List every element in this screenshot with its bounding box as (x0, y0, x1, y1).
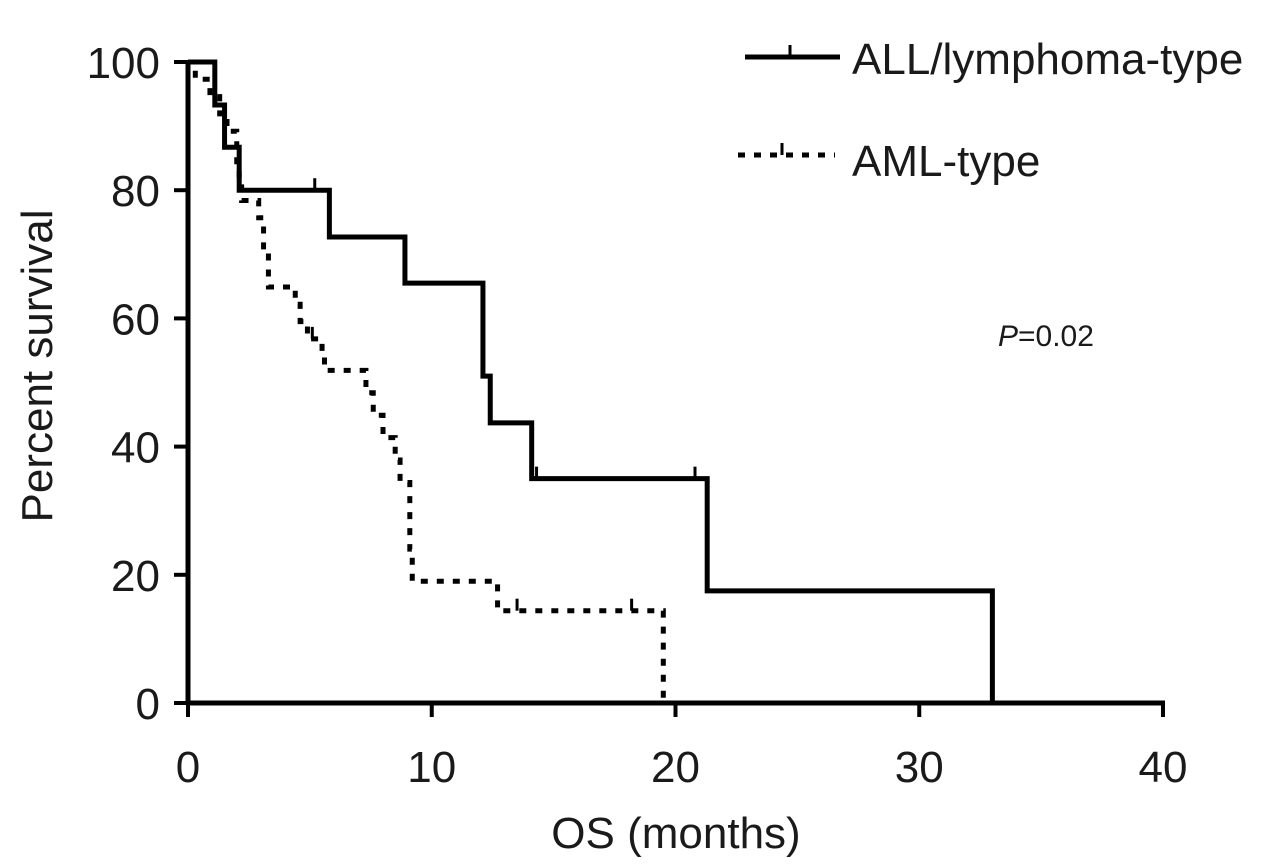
y-tick-label: 100 (87, 39, 160, 88)
series-layer (188, 59, 995, 703)
legend-label-aml: AML-type (852, 137, 1040, 186)
x-tick-label: 10 (407, 743, 456, 792)
series-line-aml (188, 59, 666, 703)
y-tick-label: 80 (111, 167, 160, 216)
legend: ALL/lymphoma-type AML-type (738, 35, 1243, 186)
y-tick-label: 0 (136, 680, 160, 729)
p-value-annotation: P=0.02 (998, 320, 1094, 353)
y-tick-label: 40 (111, 424, 160, 473)
x-axis-title: OS (months) (551, 809, 800, 858)
x-tick-label: 20 (651, 743, 700, 792)
p-value-number: =0.02 (1018, 320, 1094, 353)
x-tick-label: 30 (895, 743, 944, 792)
x-tick-label: 40 (1139, 743, 1188, 792)
y-tick-label: 20 (111, 552, 160, 601)
y-axis-title: Percent survival (13, 209, 62, 522)
x-tick-label: 0 (176, 743, 200, 792)
axis-ticks: 0 10 20 30 40 0 20 40 60 80 100 (87, 39, 1188, 792)
legend-label-all: ALL/lymphoma-type (852, 35, 1243, 84)
y-tick-label: 60 (111, 295, 160, 344)
p-value-italic: P (998, 320, 1018, 353)
